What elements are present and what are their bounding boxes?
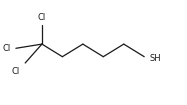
Text: Cl: Cl (11, 67, 20, 76)
Text: SH: SH (150, 54, 161, 63)
Text: Cl: Cl (2, 44, 10, 53)
Text: Cl: Cl (38, 13, 46, 22)
